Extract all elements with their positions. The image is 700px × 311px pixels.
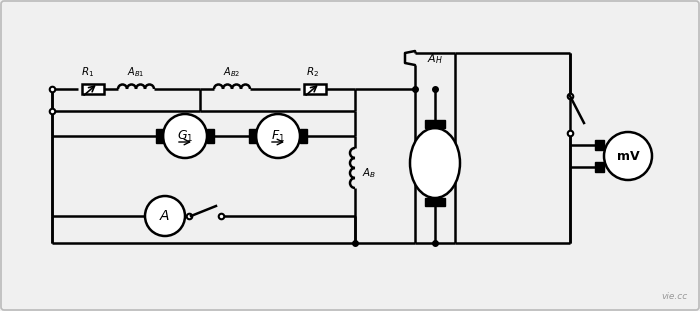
Bar — [300, 129, 307, 143]
Text: mV: mV — [617, 150, 639, 163]
Text: $R_2$: $R_2$ — [307, 65, 319, 79]
Circle shape — [145, 196, 185, 236]
Bar — [425, 198, 445, 206]
Text: $A_{B1}$: $A_{B1}$ — [127, 65, 145, 79]
Text: $F_1$: $F_1$ — [271, 128, 285, 144]
Bar — [156, 129, 163, 143]
Bar — [595, 140, 604, 150]
Bar — [425, 120, 445, 128]
Bar — [207, 129, 214, 143]
Text: $G_1$: $G_1$ — [177, 128, 193, 144]
Text: $A_B$: $A_B$ — [362, 166, 376, 180]
Circle shape — [604, 132, 652, 180]
Circle shape — [256, 114, 300, 158]
Text: $A$: $A$ — [160, 209, 171, 223]
Bar — [249, 129, 256, 143]
Bar — [82, 84, 104, 94]
Bar — [304, 84, 326, 94]
Ellipse shape — [410, 128, 460, 198]
Text: vie.cc: vie.cc — [662, 292, 688, 301]
Circle shape — [163, 114, 207, 158]
Text: $A_H$: $A_H$ — [427, 52, 443, 66]
Text: $A_{B2}$: $A_{B2}$ — [223, 65, 241, 79]
Bar — [595, 162, 604, 172]
Text: $R_1$: $R_1$ — [81, 65, 94, 79]
